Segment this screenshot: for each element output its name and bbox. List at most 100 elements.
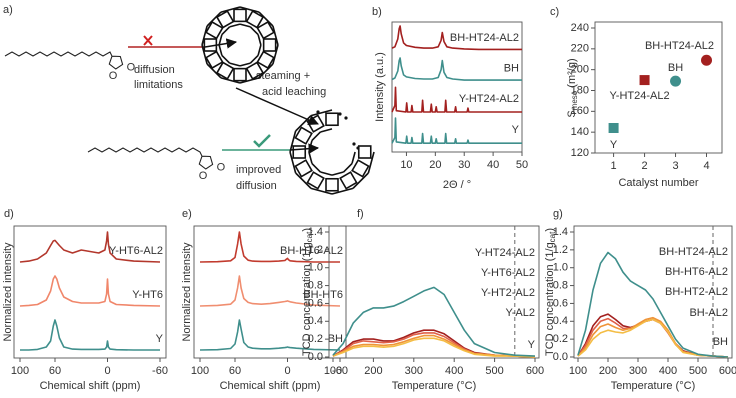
x-tick-label: 600 bbox=[719, 365, 736, 377]
data-line bbox=[332, 286, 536, 357]
y-tick-label: 1.2 bbox=[553, 244, 568, 256]
y-tick-label: 140 bbox=[571, 126, 589, 138]
data-line bbox=[199, 319, 341, 351]
axis-title-part: S bbox=[566, 110, 578, 117]
y-tick-label: 0.2 bbox=[553, 333, 568, 345]
axes-frame bbox=[573, 225, 733, 359]
series-label: Y-HT6 bbox=[132, 289, 163, 301]
defect-dot bbox=[338, 112, 342, 116]
x-tick-label: 200 bbox=[364, 365, 382, 377]
series-label: Y bbox=[528, 339, 536, 351]
series-label: Y-HT24-AL2 bbox=[475, 247, 535, 259]
data-line bbox=[391, 57, 522, 81]
series-label: Y bbox=[512, 124, 520, 136]
data-line bbox=[577, 251, 729, 358]
x-tick-label: 30 bbox=[458, 159, 470, 171]
framework-bond bbox=[239, 62, 251, 67]
x-tick-label: 100 bbox=[569, 365, 587, 377]
framework-bond bbox=[239, 6, 260, 13]
arrow bbox=[235, 87, 319, 126]
framework-bond bbox=[331, 171, 344, 176]
y-tick-label: 160 bbox=[571, 105, 589, 117]
series-label: Y bbox=[156, 333, 164, 345]
panel-label: f) bbox=[357, 208, 364, 220]
y-tick-label: 200 bbox=[571, 64, 589, 76]
framework-bond bbox=[308, 151, 313, 164]
framework-bond bbox=[239, 77, 260, 84]
framework-bond bbox=[295, 115, 312, 132]
axes-frame bbox=[328, 225, 540, 359]
framework-bond bbox=[229, 62, 241, 67]
panel-label: d) bbox=[4, 208, 14, 220]
framework-bond bbox=[218, 34, 223, 46]
framework-cage bbox=[294, 159, 313, 178]
y-axis-title: Normalized intensity bbox=[181, 242, 193, 342]
defect-dot bbox=[356, 146, 360, 150]
x-tick-label: 60 bbox=[49, 365, 61, 377]
y-tick-label: 0.6 bbox=[553, 297, 568, 309]
series-label: BH-AL2 bbox=[689, 307, 728, 319]
y-axis-title: Smeso (m²/g) bbox=[566, 58, 579, 117]
framework-bond bbox=[220, 6, 241, 13]
framework-bond bbox=[257, 44, 262, 56]
framework-cage bbox=[256, 50, 275, 70]
x-tick-label: 0 bbox=[284, 365, 290, 377]
atom-label: O bbox=[127, 61, 136, 73]
y-tick-label: 240 bbox=[571, 22, 589, 34]
axis-title-subscript: meso bbox=[570, 90, 579, 110]
framework-cage bbox=[357, 145, 372, 159]
framework-bond bbox=[367, 151, 375, 174]
marker bbox=[639, 75, 650, 86]
x-tick-label: 2 bbox=[641, 160, 647, 172]
framework-bond bbox=[320, 171, 333, 176]
point-label: Y-HT24-AL2 bbox=[609, 90, 669, 102]
x-axis-title: Catalyst number bbox=[618, 177, 698, 189]
panel-label: a) bbox=[3, 4, 13, 16]
framework-cage bbox=[233, 8, 247, 23]
series-label: BH-HT24-AL2 bbox=[659, 246, 728, 258]
framework-bond bbox=[310, 187, 333, 195]
x-axis-title: 2Θ / ° bbox=[443, 179, 471, 191]
series-label: BH bbox=[328, 333, 343, 345]
series-label: Y-HT6-AL2 bbox=[109, 245, 163, 257]
y-axis-title: Normalized intensity bbox=[2, 242, 14, 342]
axis-title-subscript: cat bbox=[548, 231, 557, 242]
framework-bond bbox=[249, 26, 259, 36]
x-tick-label: 500 bbox=[689, 365, 707, 377]
framework-bond bbox=[249, 54, 259, 64]
framework-cage bbox=[205, 50, 224, 70]
framework-cage bbox=[325, 177, 339, 192]
molecule bbox=[4, 51, 124, 70]
x-tick-label: 40 bbox=[487, 159, 499, 171]
data-line bbox=[19, 231, 161, 263]
data-line bbox=[199, 275, 341, 307]
axis-title-part: TCD concentration (1/g bbox=[301, 242, 313, 356]
x-tick-label: 600 bbox=[526, 365, 544, 377]
framework-bond bbox=[258, 11, 274, 27]
atom-label: O bbox=[217, 161, 226, 173]
framework-bond bbox=[206, 11, 222, 27]
x-axis-title: Temperature (°C) bbox=[392, 380, 476, 392]
framework-cage bbox=[351, 159, 370, 178]
framework-cage bbox=[325, 112, 339, 127]
framework-cage bbox=[262, 38, 277, 52]
cross-icon bbox=[143, 35, 153, 46]
y-axis-title: Intensity (a.u.) bbox=[374, 52, 386, 122]
y-tick-label: 1.0 bbox=[308, 262, 323, 274]
data-line bbox=[577, 318, 729, 358]
data-line bbox=[332, 334, 536, 358]
y-tick-label: 1.4 bbox=[308, 226, 323, 238]
y-tick-label: 0.0 bbox=[553, 351, 568, 363]
data-line bbox=[391, 86, 522, 113]
x-tick-label: 400 bbox=[445, 365, 463, 377]
x-tick-label: 100 bbox=[191, 365, 209, 377]
data-line bbox=[199, 231, 340, 263]
annotation: steaming + bbox=[256, 70, 310, 82]
series-label: BH-HT24-AL2 bbox=[450, 32, 519, 44]
y-tick-label: 0.2 bbox=[308, 333, 323, 345]
framework-bond bbox=[331, 187, 354, 195]
x-axis-title: Temperature (°C) bbox=[611, 380, 695, 392]
framework-cage bbox=[306, 114, 325, 133]
x-tick-label: 3 bbox=[672, 160, 678, 172]
annotation: improved bbox=[236, 164, 281, 176]
